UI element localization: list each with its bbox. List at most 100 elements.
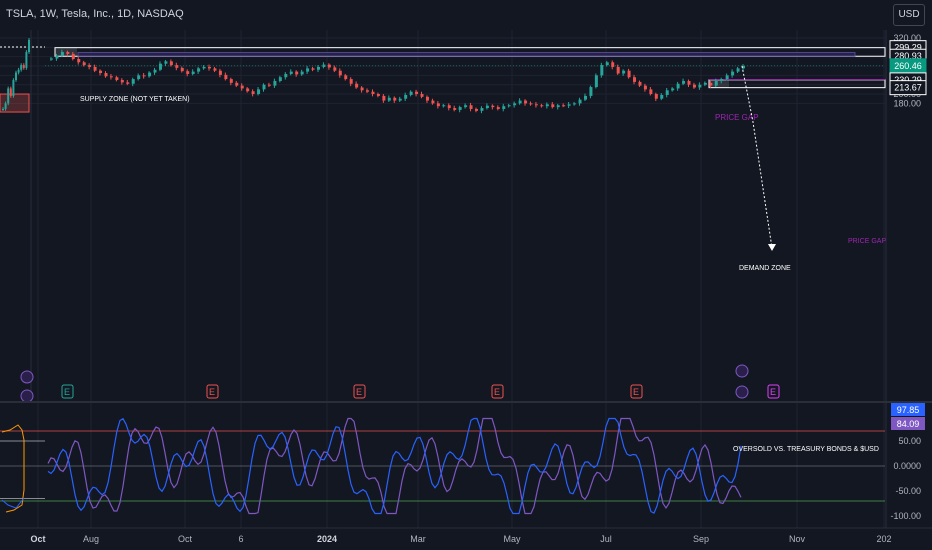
price-candle (556, 105, 560, 108)
time-axis-tick: May (503, 534, 521, 544)
price-candle (578, 99, 582, 104)
projection-arrowhead (768, 244, 776, 251)
price-candle (671, 88, 675, 91)
earnings-event-label: E (356, 387, 362, 397)
price-candle (627, 70, 631, 78)
price-candle (725, 75, 729, 80)
inset-candle (12, 80, 15, 96)
price-candle (327, 64, 331, 68)
price-candle (235, 82, 239, 86)
inset-candle (4, 103, 7, 109)
rsi-axis-tick: -50.00 (895, 486, 921, 496)
event-icon (20, 389, 34, 403)
price-candle (278, 77, 282, 81)
price-label: 230.29 (894, 75, 922, 85)
price-gap-label-bottom: PRICE GAP (848, 238, 886, 245)
price-candle (480, 108, 484, 111)
earnings-event-label: E (633, 387, 639, 397)
price-candle (311, 68, 315, 70)
rsi-value-label: 84.09 (897, 419, 920, 429)
price-candle (213, 68, 217, 71)
earnings-event-marker (630, 384, 643, 399)
inset-candle (15, 72, 17, 81)
price-axis-tick: 320.00 (893, 33, 921, 43)
rsi-inset-blue (1, 497, 25, 509)
price-candle (436, 103, 440, 107)
price-candle (360, 87, 364, 91)
rsi-axis-tick: 0.0000 (893, 461, 921, 471)
price-candle (404, 94, 408, 99)
price-candle (545, 104, 549, 107)
price-candle (458, 107, 462, 110)
currency-selector[interactable]: USD (893, 4, 925, 26)
price-candle (218, 70, 222, 75)
demand-zone-label: DEMAND ZONE (739, 265, 791, 272)
price-candle (638, 81, 642, 86)
price-candle (55, 55, 59, 59)
price-candle (720, 79, 724, 81)
price-gap-label-top: PRICE GAP (715, 113, 759, 122)
price-candle (262, 84, 266, 90)
oscillator-purple (47, 417, 742, 515)
rsi-annotation: OVERSOLD VS. TREASURY BONDS & $USD (733, 446, 879, 453)
price-candle (88, 65, 92, 67)
price-candle (491, 105, 495, 108)
price-candle (442, 105, 446, 107)
price-candle (540, 105, 544, 107)
price-candle (376, 94, 380, 96)
time-axis-tick: Oct (178, 534, 193, 544)
price-candle (469, 105, 473, 109)
price-candle (82, 62, 86, 66)
price-candle (246, 88, 250, 92)
price-candle (464, 105, 468, 108)
price-candle (267, 84, 271, 86)
price-candle (180, 67, 184, 72)
price-candle (186, 71, 190, 74)
price-label: 213.67 (894, 83, 922, 93)
price-candle (371, 91, 375, 95)
event-icon (735, 385, 749, 399)
price-candle (736, 68, 740, 72)
earnings-event-marker (491, 384, 504, 399)
price-candle (295, 71, 299, 75)
inset-candle (22, 65, 25, 68)
price-candle (349, 79, 353, 84)
price-candle (104, 73, 108, 77)
time-axis-tick: 202 (876, 534, 891, 544)
price-candle (202, 66, 206, 69)
price-candle (496, 107, 500, 109)
price-candle (475, 108, 479, 111)
earnings-event-marker (353, 384, 366, 399)
price-candle (551, 104, 555, 108)
rsi-value-box (891, 417, 925, 430)
inset-candle (20, 65, 23, 70)
time-axis-tick: Sep (693, 534, 709, 544)
price-candle (415, 91, 419, 95)
price-candle (273, 80, 277, 86)
price-candle (382, 95, 386, 101)
price-candle (316, 66, 320, 70)
price-candle (507, 105, 511, 107)
price-candle (191, 71, 195, 74)
earnings-event-marker (206, 384, 219, 399)
inset-candle (28, 39, 30, 53)
time-axis-tick: 6 (238, 534, 243, 544)
price-candle (338, 70, 342, 76)
price-candle (687, 80, 691, 85)
price-candle (742, 66, 745, 69)
oscillator-blue (47, 417, 742, 515)
price-candle (355, 83, 359, 88)
price-candle (633, 77, 637, 82)
price-candle (306, 68, 310, 72)
price-candle (611, 62, 615, 67)
inset-candle (7, 88, 10, 104)
price-candle (453, 108, 457, 110)
earnings-event-marker (61, 384, 74, 399)
price-candle (682, 80, 686, 84)
price-candle (714, 80, 718, 86)
price-candle (447, 105, 451, 109)
price-candle (126, 82, 130, 84)
price-candle (77, 59, 81, 63)
price-label: 299.29 (894, 43, 922, 53)
